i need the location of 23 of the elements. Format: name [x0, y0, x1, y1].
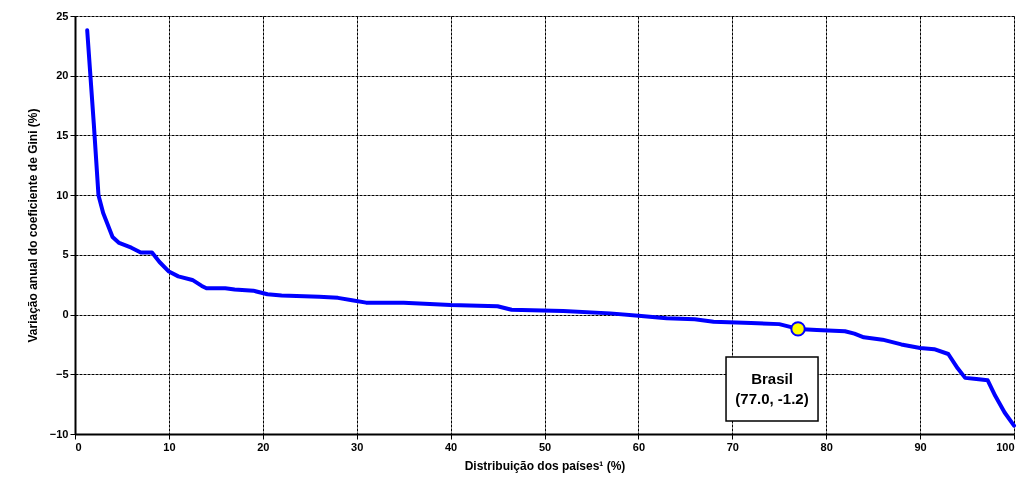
- x-tick-label: 40: [444, 440, 458, 453]
- x-tick-label: 70: [726, 440, 739, 453]
- y-tick-label: 25: [56, 9, 69, 22]
- x-tick-label: 90: [914, 440, 927, 453]
- y-axis-title: Variação anual do coeficiente de Gini (%): [25, 108, 40, 343]
- x-tick-label: 10: [163, 440, 176, 453]
- x-tick-label: 20: [257, 440, 270, 453]
- x-tick-label: 100: [996, 440, 1015, 453]
- y-tick-label: 20: [56, 69, 69, 82]
- y-tick-label: −10: [49, 427, 69, 440]
- annotation: Brasil (77.0, -1.2): [735, 369, 809, 407]
- y-tick-label: 5: [62, 248, 69, 261]
- x-tick-label: 0: [75, 440, 82, 453]
- x-axis-title: Distribuição dos países¹ (%): [464, 458, 626, 473]
- y-tick-label: 15: [56, 128, 69, 141]
- y-tick-label: 10: [56, 188, 69, 201]
- line-series: [85, 28, 1016, 428]
- x-tick-label: 30: [351, 440, 364, 453]
- x-tick-label: 80: [820, 440, 833, 453]
- y-tick-label: −5: [55, 367, 69, 380]
- x-tick-label: 50: [538, 440, 552, 453]
- x-tick-label: 60: [632, 440, 646, 453]
- y-tick-label: 0: [62, 308, 69, 321]
